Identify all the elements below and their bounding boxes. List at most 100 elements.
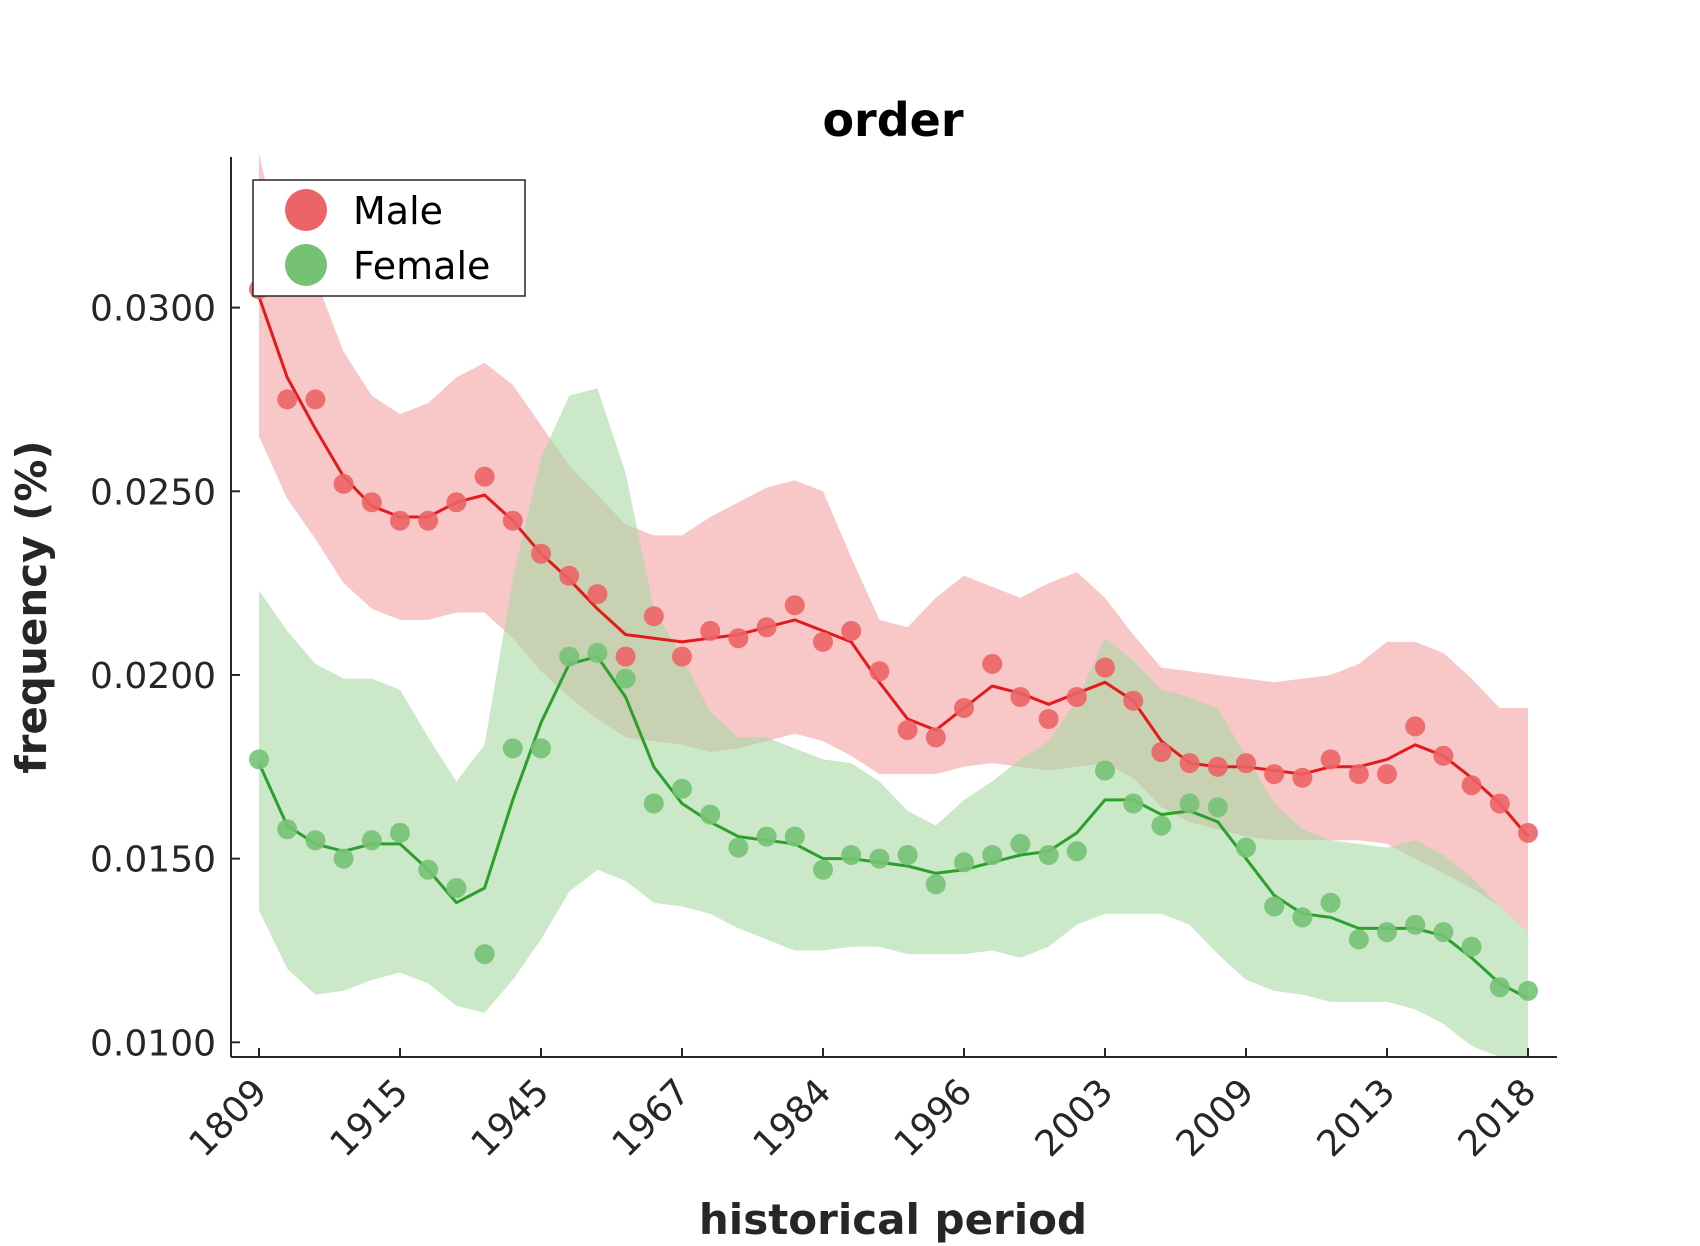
male-point bbox=[361, 492, 382, 513]
x-axis-title: historical period bbox=[699, 1195, 1087, 1244]
female-point bbox=[615, 668, 636, 689]
y-tick-label: 0.0200 bbox=[90, 656, 216, 697]
female-point bbox=[531, 738, 551, 759]
female-point bbox=[1405, 914, 1426, 935]
y-tick-label: 0.0150 bbox=[90, 840, 216, 881]
female-point bbox=[1461, 936, 1482, 957]
female-point bbox=[559, 646, 580, 667]
female-point bbox=[333, 848, 354, 869]
male-point bbox=[784, 595, 805, 616]
legend-female-marker bbox=[285, 244, 327, 286]
female-point bbox=[1433, 922, 1454, 943]
female-point bbox=[756, 826, 777, 847]
male-point bbox=[756, 617, 777, 638]
female-point bbox=[277, 819, 298, 840]
female-point bbox=[1377, 922, 1397, 943]
female-point bbox=[1038, 845, 1059, 865]
confidence-bands bbox=[259, 153, 1528, 1057]
female-point bbox=[446, 878, 467, 898]
male-point bbox=[1151, 742, 1172, 763]
female-point bbox=[1179, 793, 1200, 814]
female-point bbox=[1264, 896, 1285, 917]
male-point bbox=[1264, 764, 1285, 785]
y-axis-title: frequency (%) bbox=[7, 440, 56, 773]
legend: Male Female bbox=[252, 179, 526, 297]
trend-lines bbox=[257, 296, 1530, 1000]
female-point bbox=[587, 642, 608, 663]
male-point bbox=[1377, 764, 1397, 785]
female-point bbox=[1207, 797, 1228, 818]
male-point bbox=[1066, 687, 1087, 707]
female-band bbox=[259, 388, 1528, 1057]
male-point bbox=[869, 661, 890, 682]
female-point bbox=[1236, 837, 1256, 858]
male-line bbox=[257, 296, 1530, 838]
male-point bbox=[1489, 793, 1510, 814]
male-point bbox=[1123, 690, 1144, 711]
chart-title: order bbox=[822, 93, 963, 147]
male-point bbox=[728, 628, 749, 649]
male-point bbox=[1292, 767, 1313, 788]
male-point bbox=[333, 473, 354, 494]
male-point bbox=[615, 646, 636, 667]
female-point bbox=[1010, 833, 1031, 854]
male-point bbox=[700, 620, 721, 641]
female-point bbox=[1066, 841, 1087, 862]
male-point bbox=[954, 698, 974, 718]
male-point bbox=[531, 543, 551, 564]
female-point bbox=[813, 859, 833, 880]
female-point bbox=[1518, 980, 1538, 1001]
female-point bbox=[672, 778, 692, 799]
male-point bbox=[1320, 749, 1341, 770]
plot-area bbox=[249, 153, 1538, 1057]
female-point bbox=[643, 793, 664, 814]
male-point bbox=[643, 606, 664, 627]
male-point bbox=[1095, 657, 1115, 678]
male-point bbox=[1405, 716, 1426, 737]
male-point bbox=[1433, 745, 1454, 766]
y-tick-label: 0.0250 bbox=[90, 472, 216, 513]
female-line bbox=[257, 655, 1529, 1000]
male-point bbox=[277, 389, 298, 410]
female-point bbox=[305, 830, 326, 851]
male-point bbox=[559, 565, 580, 586]
female-point bbox=[1123, 793, 1144, 814]
male-point bbox=[1348, 764, 1369, 785]
male-point bbox=[841, 620, 862, 641]
male-point bbox=[1461, 775, 1482, 796]
y-tick-label: 0.0300 bbox=[90, 289, 216, 330]
female-point bbox=[869, 848, 890, 869]
male-point bbox=[390, 510, 410, 531]
legend-male-marker bbox=[285, 189, 327, 231]
female-point bbox=[841, 845, 862, 865]
male-point bbox=[1038, 709, 1059, 729]
female-point bbox=[784, 826, 805, 847]
female-point bbox=[954, 852, 974, 873]
male-point bbox=[1518, 822, 1538, 843]
male-point bbox=[474, 466, 495, 487]
female-point bbox=[249, 749, 269, 770]
female-point bbox=[1348, 929, 1369, 950]
female-point bbox=[1095, 760, 1115, 781]
male-point bbox=[305, 389, 326, 410]
male-point bbox=[587, 584, 608, 605]
female-point bbox=[1489, 977, 1510, 998]
female-point bbox=[700, 804, 721, 825]
y-ticks: 0.0100 0.0150 0.0200 0.0250 0.0300 bbox=[90, 289, 240, 1064]
male-point bbox=[1207, 756, 1228, 777]
female-point bbox=[418, 859, 439, 880]
male-point bbox=[1179, 753, 1200, 774]
female-point bbox=[1151, 815, 1172, 836]
male-point bbox=[897, 720, 918, 741]
legend-male-label: Male bbox=[353, 189, 443, 233]
data-points bbox=[249, 279, 1538, 1001]
male-point bbox=[982, 653, 1003, 674]
female-point bbox=[728, 837, 749, 858]
male-point bbox=[813, 631, 833, 652]
female-point bbox=[1320, 892, 1341, 913]
female-point bbox=[502, 738, 523, 759]
female-point bbox=[925, 874, 946, 895]
female-point bbox=[474, 944, 495, 965]
y-tick-label: 0.0100 bbox=[90, 1023, 216, 1064]
